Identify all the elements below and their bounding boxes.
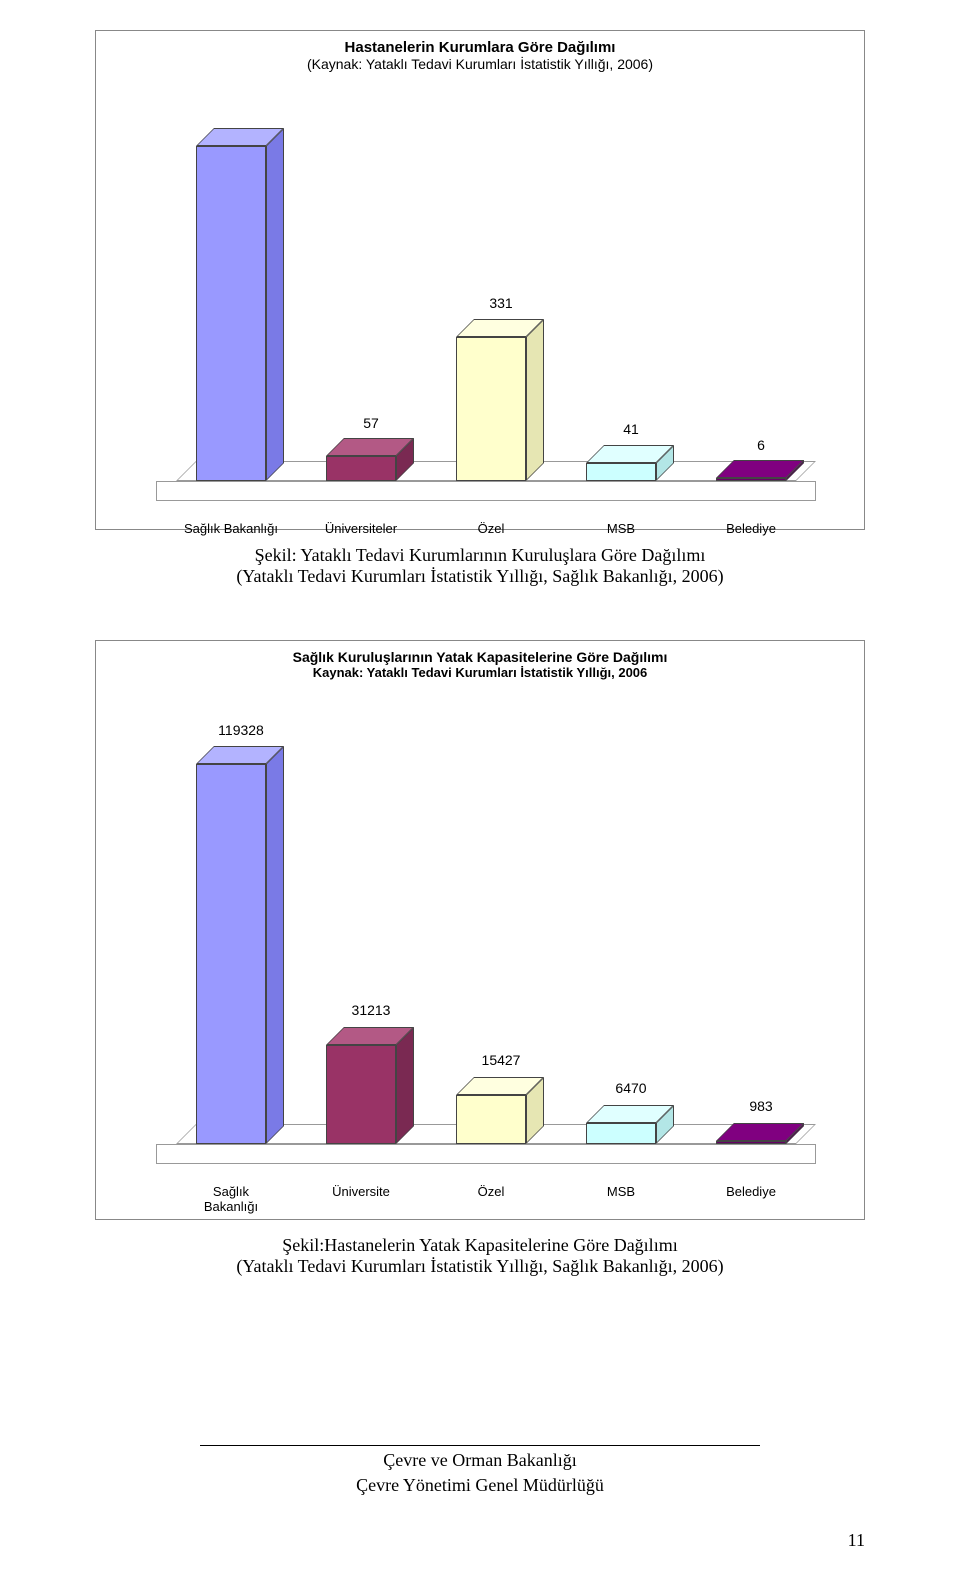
caption2: Şekil:Hastanelerin Yatak Kapasitelerine … [0,1235,960,1277]
chart1-plot: 57 331 41 6 Sağlık Bakanlığı Üniversitel… [176,101,824,481]
chart2-subtitle: Kaynak: Yataklı Tedavi Kurumları İstatis… [96,665,864,684]
chart1-xlabel-3: MSB [556,521,686,536]
chart2-bar-value-2: 15427 [451,1052,551,1068]
caption1-line1: Şekil: Yataklı Tedavi Kurumlarının Kurul… [0,545,960,566]
chart1-bar-value-3: 41 [581,421,681,437]
chart2-xlabel-1: Üniversite [296,1184,426,1199]
chart2-bar-value-3: 6470 [581,1080,681,1096]
chart2-xlabel-0b: Bakanlığı [166,1199,296,1214]
caption1-line2: (Yataklı Tedavi Kurumları İstatistik Yıl… [0,566,960,587]
chart2-bar-value-1: 31213 [321,1002,421,1018]
chart2-bar-value-4: 983 [711,1098,811,1114]
footer-org2: Çevre Yönetimi Genel Müdürlüğü [0,1475,960,1496]
page-number: 11 [848,1530,865,1551]
chart1-xlabel-1: Üniversiteler [296,521,426,536]
chart1-xlabel-4: Belediye [686,521,816,536]
chart2-xlabel-3: MSB [556,1184,686,1199]
chart1-title: Hastanelerin Kurumlara Göre Dağılımı [96,31,864,56]
chart2-xlabel-4: Belediye [686,1184,816,1199]
chart2-bar-value-0: 119328 [191,722,291,738]
chart1-bar-value-4: 6 [711,437,811,453]
caption1: Şekil: Yataklı Tedavi Kurumlarının Kurul… [0,545,960,587]
chart1-bar-value-1: 57 [321,415,421,431]
chart1-bar-value-2: 331 [451,295,551,311]
chart2-xlabel-0a: Sağlık [166,1184,296,1199]
chart1-subtitle: (Kaynak: Yataklı Tedavi Kurumları İstati… [96,56,864,76]
chart2-plot: 119328 31213 15427 6470 983 [176,704,824,1144]
chart1-container: Hastanelerin Kurumlara Göre Dağılımı (Ka… [95,30,865,530]
chart2-xlabel-2: Özel [426,1184,556,1199]
caption2-line2: (Yataklı Tedavi Kurumları İstatistik Yıl… [0,1256,960,1277]
chart2-title: Sağlık Kuruluşlarının Yatak Kapasiteleri… [96,641,864,665]
footer-divider [200,1445,760,1446]
chart1-xlabel-0: Sağlık Bakanlığı [166,521,296,536]
chart1-xlabel-2: Özel [426,521,556,536]
footer-org1: Çevre ve Orman Bakanlığı [0,1450,960,1471]
chart2-container: Sağlık Kuruluşlarının Yatak Kapasiteleri… [95,640,865,1220]
caption2-line1: Şekil:Hastanelerin Yatak Kapasitelerine … [0,1235,960,1256]
